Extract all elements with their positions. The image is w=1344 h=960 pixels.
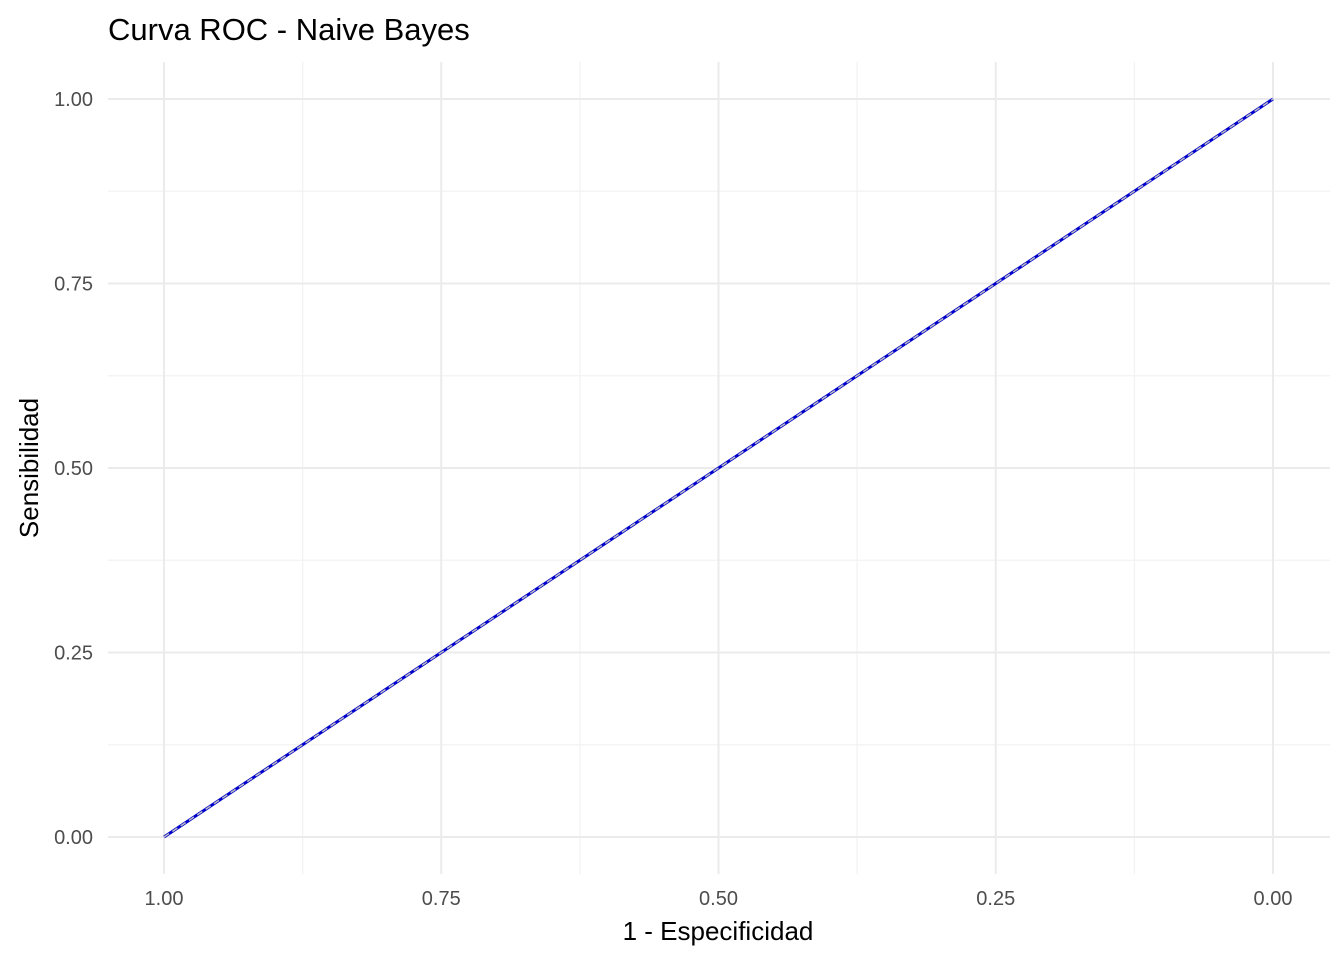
y-tick-label: 0.00 [54, 827, 93, 849]
y-tick-label: 0.25 [54, 643, 93, 665]
y-tick-label: 0.75 [54, 274, 93, 296]
x-axis-ticks: 1.00 0.75 0.50 0.25 0.00 [145, 888, 1293, 910]
chart-title: Curva ROC - Naive Bayes [108, 12, 470, 47]
x-tick-label: 0.00 [1254, 888, 1293, 910]
x-tick-label: 0.50 [699, 888, 738, 910]
x-tick-label: 1.00 [145, 888, 184, 910]
x-axis-title: 1 - Especificidad [623, 916, 814, 946]
x-tick-label: 0.75 [422, 888, 461, 910]
series-group [163, 97, 1274, 839]
y-axis-title: Sensibilidad [14, 398, 44, 538]
reference-diagonal-line [163, 98, 1274, 838]
y-tick-label: 0.50 [54, 458, 93, 480]
y-tick-label: 1.00 [54, 89, 93, 111]
grid [108, 62, 1330, 874]
y-axis-ticks: 0.00 0.25 0.50 0.75 1.00 [54, 89, 93, 849]
x-tick-label: 0.25 [976, 888, 1015, 910]
